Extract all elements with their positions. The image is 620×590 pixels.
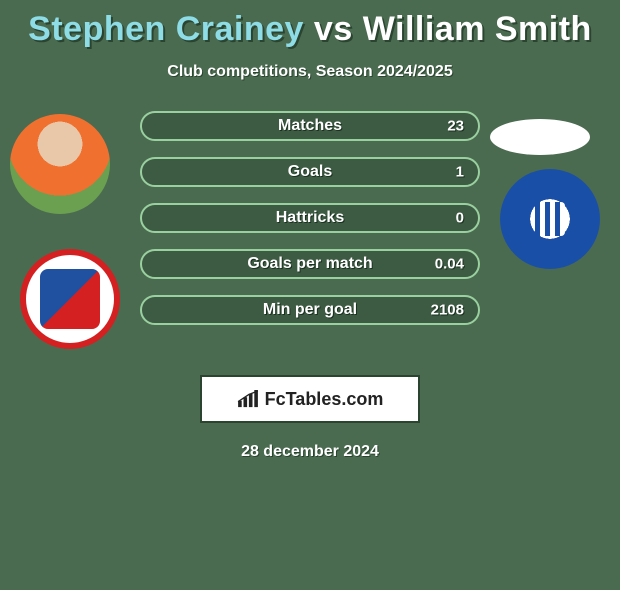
date-label: 28 december 2024 — [0, 443, 620, 461]
bar-chart-icon — [237, 390, 259, 408]
comparison-body: Matches 23 Goals 1 Hattricks 0 Goals per… — [0, 109, 620, 369]
player2-club-badge — [500, 169, 600, 269]
stat-label: Min per goal — [263, 301, 357, 319]
stat-right-value: 2108 — [431, 302, 464, 319]
afc-fylde-icon — [40, 269, 100, 329]
stat-right-value: 0 — [456, 210, 464, 227]
halifax-town-icon — [535, 202, 565, 236]
subtitle: Club competitions, Season 2024/2025 — [0, 63, 620, 81]
stats-list: Matches 23 Goals 1 Hattricks 0 Goals per… — [140, 111, 480, 341]
stat-row-matches: Matches 23 — [140, 111, 480, 141]
stat-right-value: 23 — [447, 118, 464, 135]
brand-box[interactable]: FcTables.com — [200, 375, 420, 423]
stat-right-value: 1 — [456, 164, 464, 181]
vs-label: vs — [314, 10, 353, 48]
comparison-title: Stephen Crainey vs William Smith — [0, 10, 620, 49]
player1-avatar — [10, 114, 110, 214]
stat-right-value: 0.04 — [435, 256, 464, 273]
stat-label: Goals per match — [247, 255, 372, 273]
stat-label: Hattricks — [276, 209, 344, 227]
player1-club-badge — [20, 249, 120, 349]
player2-avatar-placeholder — [490, 119, 590, 155]
player1-name: Stephen Crainey — [28, 10, 304, 48]
stat-row-min-per-goal: Min per goal 2108 — [140, 295, 480, 325]
brand-label: FcTables.com — [265, 389, 384, 410]
stat-label: Goals — [288, 163, 332, 181]
stat-row-hattricks: Hattricks 0 — [140, 203, 480, 233]
stat-row-goals-per-match: Goals per match 0.04 — [140, 249, 480, 279]
player2-name: William Smith — [363, 10, 592, 48]
stat-row-goals: Goals 1 — [140, 157, 480, 187]
stat-label: Matches — [278, 117, 342, 135]
